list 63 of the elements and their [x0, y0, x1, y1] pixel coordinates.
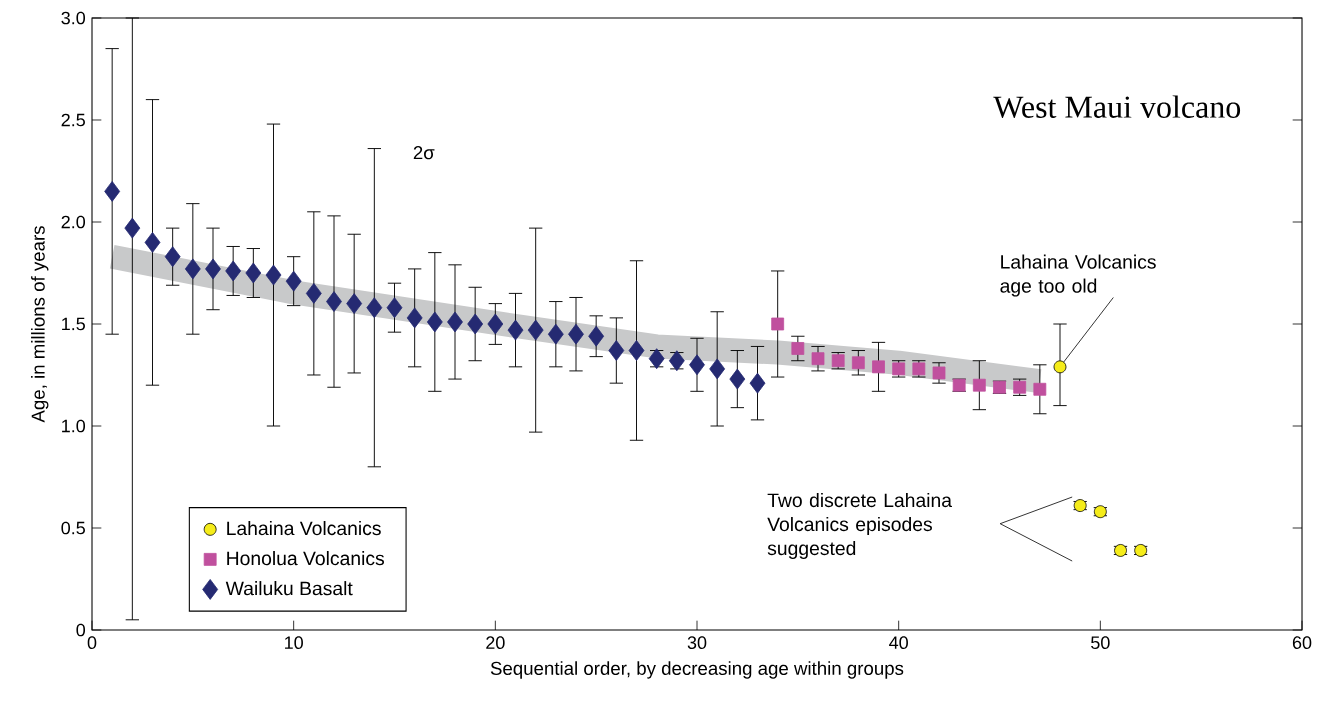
point [568, 323, 584, 345]
point [326, 291, 342, 312]
y-tick-label: 3.0 [61, 11, 86, 25]
point [972, 378, 986, 392]
point [811, 352, 825, 366]
point [265, 264, 282, 286]
annotation: Lahaina Volcanics age too old [1000, 254, 1156, 297]
x-tick-label: 20 [486, 636, 505, 649]
point [447, 311, 463, 333]
point [872, 360, 885, 374]
y-tick-label: 2.0 [61, 215, 86, 229]
annotation: 2σ [413, 146, 435, 160]
point [104, 181, 121, 202]
point [164, 246, 181, 268]
legend-label: Wailuku Basalt [225, 581, 353, 596]
x-tick-label: 0 [87, 636, 97, 649]
x-tick-label: 50 [1091, 636, 1110, 649]
point [366, 297, 383, 319]
text: West Maui volcano [993, 95, 1241, 119]
x-tick-label: 60 [1292, 636, 1312, 649]
x-axis-title: Sequential order, by decreasing age within groups [490, 661, 904, 679]
x-tick-label: 10 [285, 636, 303, 649]
point [426, 311, 443, 333]
point [588, 325, 605, 347]
point [305, 283, 322, 304]
point [547, 323, 564, 345]
legend-label: Honolua Volcanics [227, 551, 385, 566]
point [487, 313, 504, 335]
point [932, 366, 946, 380]
y-tick-label: 0 [76, 623, 86, 637]
y-axis-title: Age, in millions of years [31, 226, 49, 423]
point [771, 317, 785, 331]
point [1053, 360, 1067, 374]
point [386, 297, 403, 319]
point [285, 270, 302, 292]
point [205, 258, 221, 280]
point [467, 313, 484, 335]
y-tick-label: 0.5 [61, 521, 85, 535]
point [124, 217, 141, 239]
point [608, 340, 625, 361]
x-tick-label: 40 [889, 636, 908, 649]
x-tick-label: 30 [687, 636, 707, 649]
legend-label: Lahaina Volcanics [227, 520, 381, 536]
point [749, 372, 766, 394]
point [527, 319, 544, 341]
point [628, 340, 645, 361]
point [346, 293, 363, 314]
point [729, 368, 746, 390]
y-tick-label: 1.5 [62, 317, 85, 331]
point [851, 356, 865, 370]
point [184, 258, 201, 280]
point [507, 319, 524, 341]
y-tick-label: 1.0 [62, 419, 86, 433]
y-tick-label: 2.5 [61, 113, 85, 127]
point [144, 232, 161, 253]
point [689, 354, 705, 376]
point [709, 358, 726, 380]
point [406, 307, 423, 329]
annotation: Two discrete Lahaina Volcanics episodes suggested [767, 492, 952, 559]
point [791, 342, 805, 355]
point [1033, 382, 1047, 396]
point [225, 260, 242, 282]
point [245, 262, 262, 284]
